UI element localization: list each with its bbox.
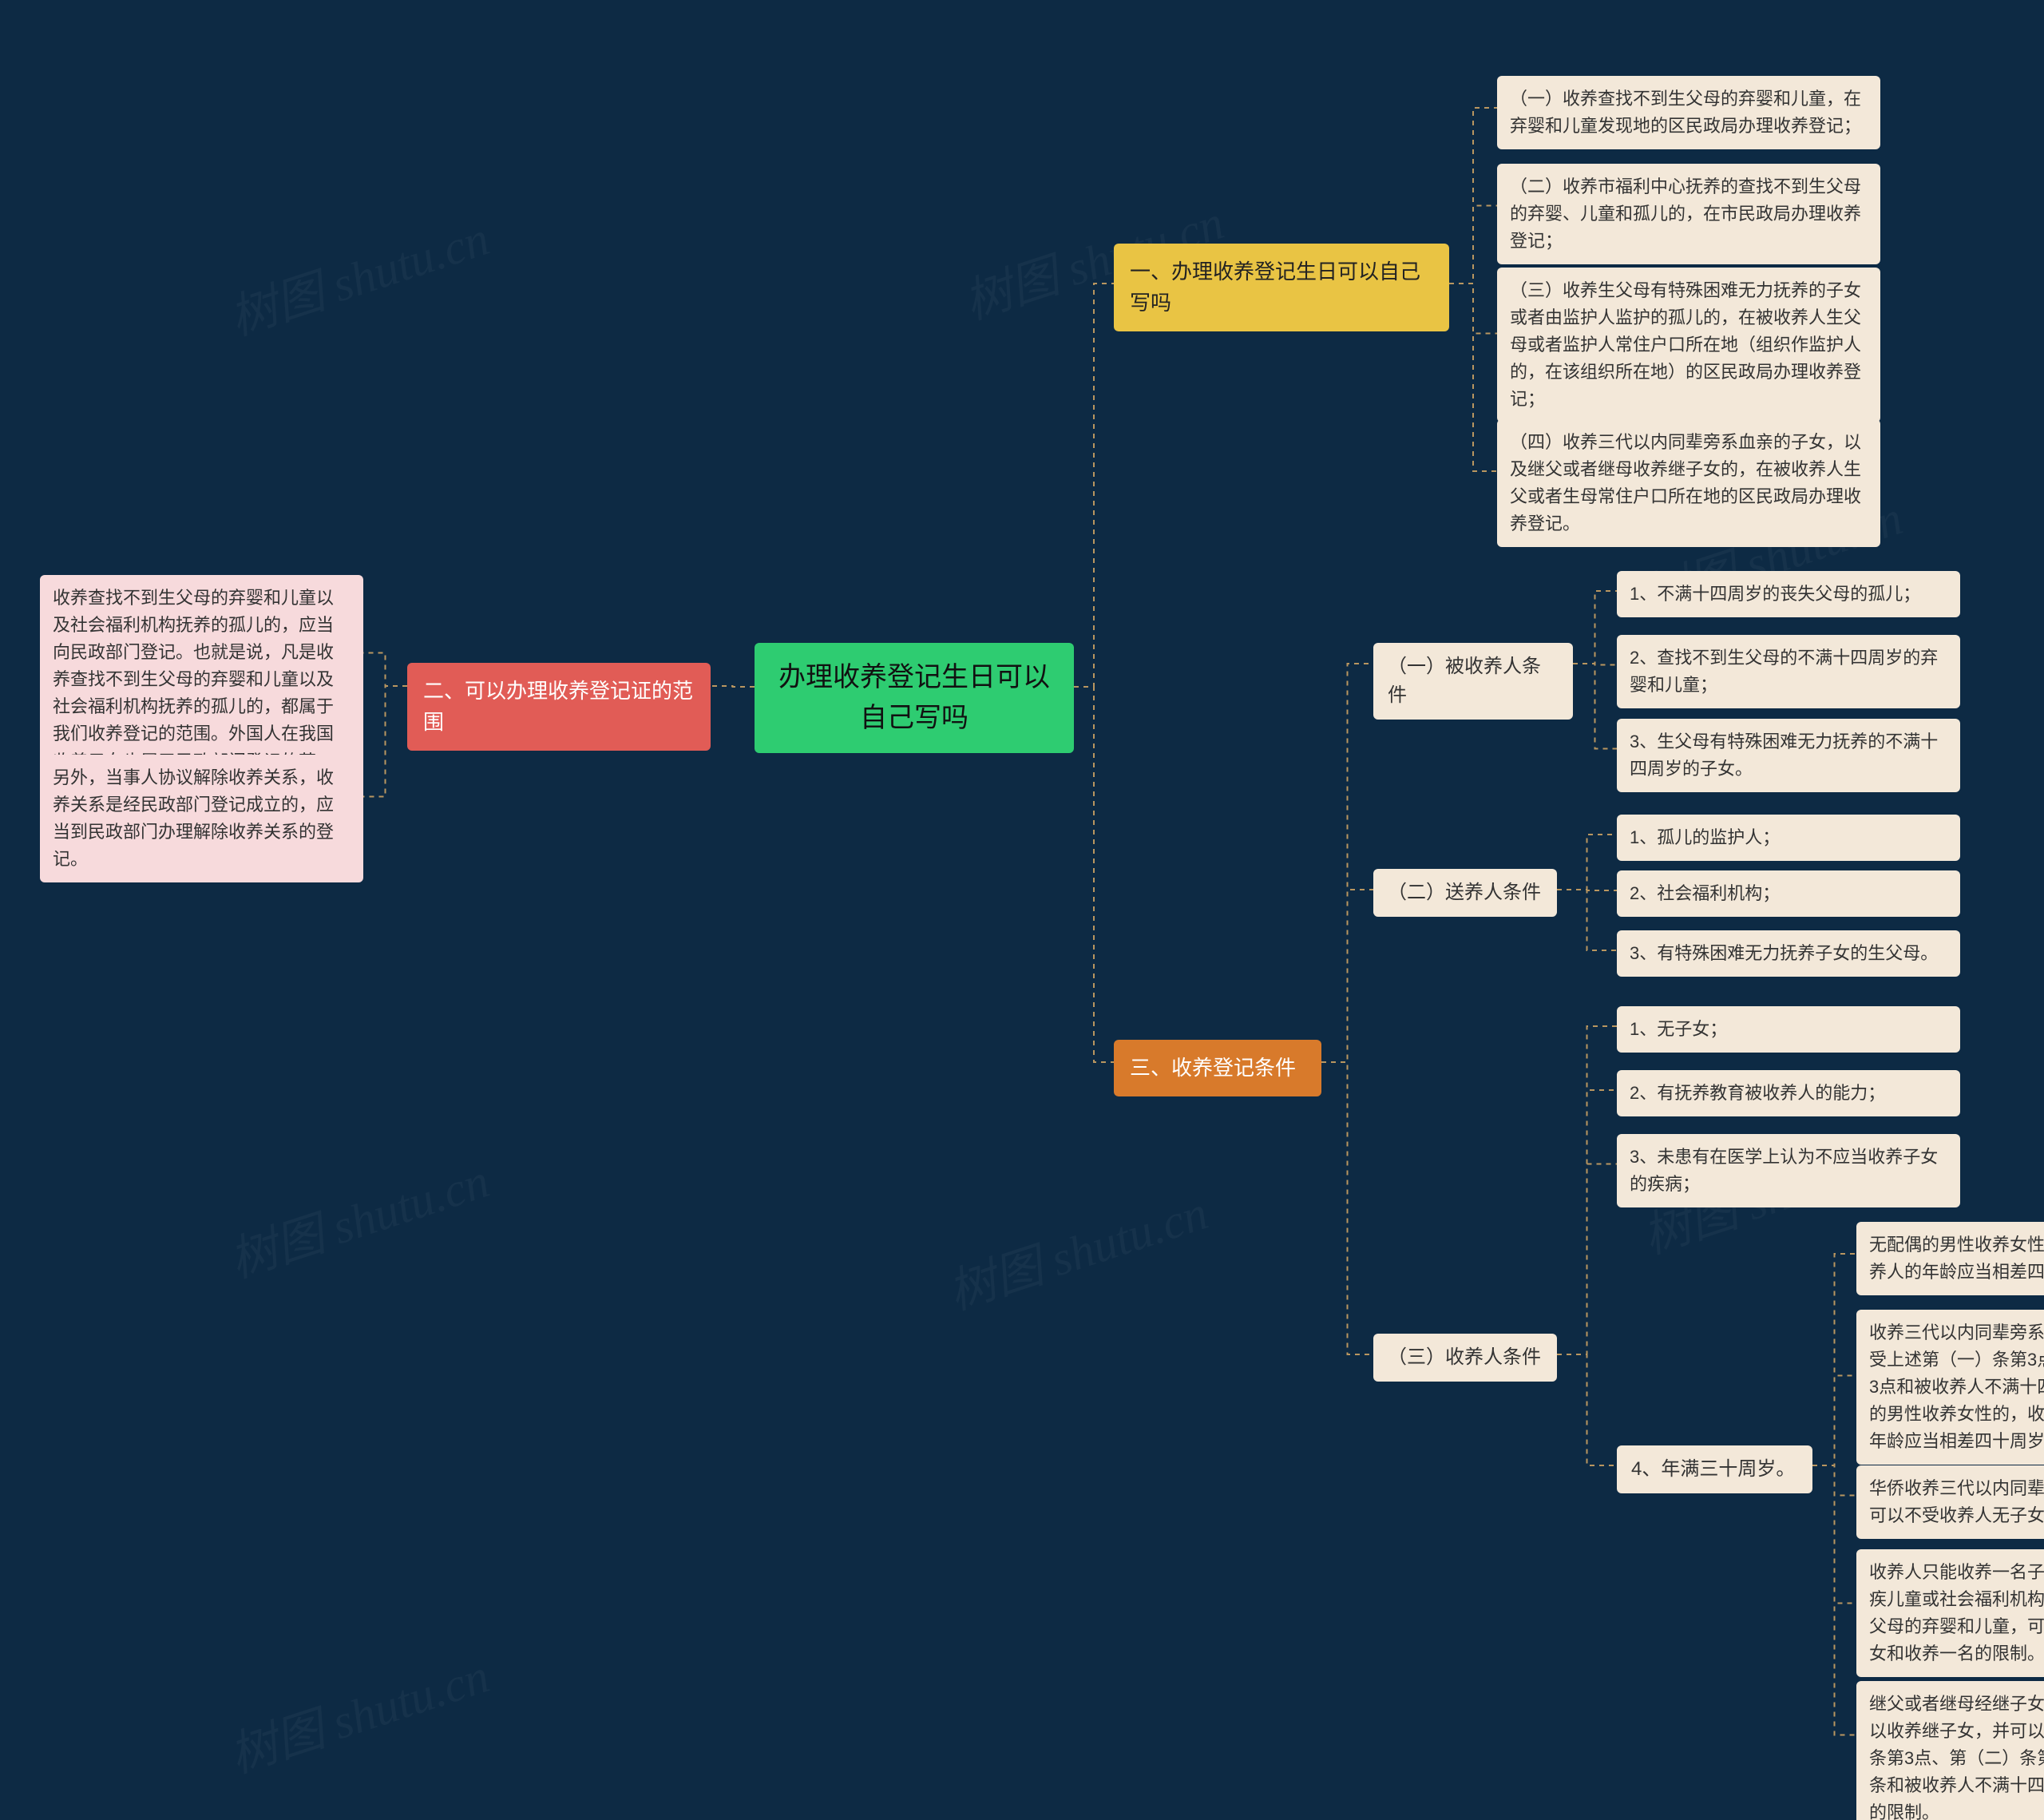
branch-3: 三、收养登记条件 — [1114, 1040, 1321, 1096]
branch-3-deep-leaf: 收养三代以内同辈旁系血亲子女，可以不受上述第（一）条第3点、第（二）条第3点和被… — [1856, 1310, 2044, 1465]
branch-2-leaf: 另外，当事人协议解除收养关系，收养关系是经民政部门登记成立的，应当到民政部门办理… — [40, 755, 363, 882]
branch-3-deep-leaf: 继父或者继母经继子女的生父母同意，可以收养继子女，并可以不受上述第（一）条第3点… — [1856, 1681, 2044, 1820]
watermark: 树图 shutu.cn — [220, 1637, 497, 1786]
branch-3-leaf: 2、有抚养教育被收养人的能力； — [1617, 1070, 1960, 1116]
watermark: 树图 shutu.cn — [938, 1174, 1215, 1323]
branch-1-leaf: （四）收养三代以内同辈旁系血亲的子女，以及继父或者继母收养继子女的，在被收养人生… — [1497, 419, 1880, 547]
branch-3-deep-leaf: 华侨收养三代以内同辈旁系血亲子女，还可以不受收养人无子女的限制。 — [1856, 1465, 2044, 1539]
branch-1-leaf: （二）收养市福利中心抚养的查找不到生父母的弃婴、儿童和孤儿的，在市民政局办理收养… — [1497, 164, 1880, 264]
branch-3-leaf: 2、查找不到生父母的不满十四周岁的弃婴和儿童； — [1617, 635, 1960, 708]
branch-3-leaf: 1、无子女； — [1617, 1006, 1960, 1053]
branch-1-leaf: （一）收养查找不到生父母的弃婴和儿童，在弃婴和儿童发现地的区民政局办理收养登记； — [1497, 76, 1880, 149]
branch-3-deep-leaf: 无配偶的男性收养女性的，收养人与被收养人的年龄应当相差四十周岁以上。 — [1856, 1222, 2044, 1295]
branch-2: 二、可以办理收养登记证的范围 — [407, 663, 711, 751]
branch-3-sub: （一）被收养人条件 — [1373, 643, 1573, 720]
branch-3-leaf: 1、不满十四周岁的丧失父母的孤儿； — [1617, 571, 1960, 617]
branch-3-leaf: 1、孤儿的监护人； — [1617, 815, 1960, 861]
watermark: 树图 shutu.cn — [220, 1142, 497, 1291]
branch-3-sub: （三）收养人条件 — [1373, 1334, 1557, 1382]
branch-3-deep-leaf: 收养人只能收养一名子女。收养孤儿、残疾儿童或社会福利机构抚养的查找不到生父母的弃… — [1856, 1549, 2044, 1677]
watermark: 树图 shutu.cn — [220, 200, 497, 349]
branch-3-subleaf: 4、年满三十周岁。 — [1617, 1445, 1812, 1493]
branch-3-leaf: 3、未患有在医学上认为不应当收养子女的疾病； — [1617, 1134, 1960, 1207]
branch-1: 一、办理收养登记生日可以自己写吗 — [1114, 244, 1449, 331]
branch-3-leaf: 2、社会福利机构； — [1617, 870, 1960, 917]
branch-3-leaf: 3、有特殊困难无力抚养子女的生父母。 — [1617, 930, 1960, 977]
root-node: 办理收养登记生日可以自己写吗 — [755, 643, 1074, 753]
branch-1-leaf: （三）收养生父母有特殊困难无力抚养的子女或者由监护人监护的孤儿的，在被收养人生父… — [1497, 268, 1880, 422]
branch-3-sub: （二）送养人条件 — [1373, 869, 1557, 917]
branch-3-leaf: 3、生父母有特殊困难无力抚养的不满十四周岁的子女。 — [1617, 719, 1960, 792]
